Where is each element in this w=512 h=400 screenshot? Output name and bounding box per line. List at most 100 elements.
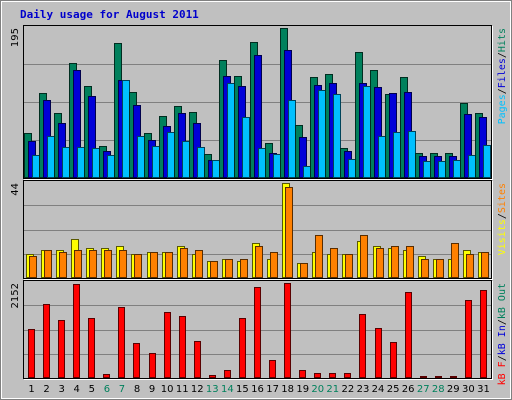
legend-entry: kB F [497,361,508,385]
bar-pages-day-9 [152,146,160,178]
bar-sites-day-22 [345,254,353,278]
legend-entry: / [497,213,508,219]
x-tick-label-day-5: 5 [89,384,95,395]
bar-kb-f-day-25 [390,342,397,378]
panel-visits-sites: 44 Visits/Sites [10,180,508,280]
bar-kb-f-day-19 [299,370,306,378]
legend-entry: / [497,88,508,94]
x-tick-label-day-6: 6 [104,384,110,395]
bar-kb-f-day-14 [224,370,231,378]
panel-max-label: 2152 [10,283,21,308]
x-tick-label-day-30: 30 [462,384,475,395]
panel-legend: Visits/Sites [497,183,508,255]
bar-kb-f-day-27 [420,376,427,378]
legend-entry: Pages [497,94,508,124]
x-tick-label-day-13: 13 [206,384,219,395]
x-tick-label-day-4: 4 [74,384,80,395]
legend-entry: Files [497,58,508,88]
x-tick-label-day-28: 28 [432,384,445,395]
panels-layer: 195Pages/Files/Hits44Visits/Sites2152kB … [10,25,508,385]
bar-kb-f-day-4 [73,284,80,378]
bar-sites-day-1 [29,256,37,278]
bar-kb-f-day-12 [194,341,201,378]
bar-sites-day-21 [330,248,338,278]
bar-pages-day-29 [453,160,461,178]
panel-legend: kB F/kB In/kB Out [497,283,508,385]
x-tick-label-day-9: 9 [149,384,155,395]
bar-pages-day-10 [167,132,175,178]
x-tick-label-day-12: 12 [191,384,204,395]
bar-sites-day-8 [134,254,142,278]
bar-kb-f-day-1 [28,329,35,378]
bar-pages-day-19 [303,166,311,178]
bar-pages-day-27 [423,161,431,178]
x-tick-label-day-23: 23 [357,384,370,395]
bar-kb-f-day-16 [254,287,261,378]
bar-pages-day-6 [107,155,115,178]
bar-sites-day-24 [376,248,384,278]
bar-kb-f-day-5 [88,318,95,378]
bar-sites-day-2 [44,250,52,278]
bar-pages-day-11 [182,141,190,178]
bar-pages-day-26 [408,131,416,178]
x-tick-label-day-27: 27 [417,384,430,395]
x-tick-label-day-1: 1 [28,384,34,395]
bar-kb-f-day-6 [103,374,110,378]
x-tick-label-day-21: 21 [326,384,339,395]
bar-pages-day-31 [483,145,491,178]
bar-kb-f-day-9 [149,353,156,378]
bar-pages-day-20 [318,90,326,178]
bar-sites-day-7 [119,250,127,278]
bar-sites-day-27 [421,259,429,278]
bar-pages-day-22 [348,159,356,178]
legend-entry: Visits [497,219,508,255]
legend-entry: Hits [497,28,508,52]
bar-pages-day-7 [122,80,130,178]
bar-sites-day-10 [165,252,173,278]
legend-entry: kB Out [497,283,508,319]
bar-pages-day-15 [242,117,250,178]
bar-sites-day-9 [150,252,158,278]
bar-pages-day-23 [363,86,371,178]
bar-kb-f-day-24 [375,328,382,378]
x-tick-label-day-31: 31 [477,384,490,395]
bar-kb-f-day-29 [450,376,457,378]
bar-sites-day-28 [436,259,444,278]
bar-pages-day-4 [77,147,85,178]
bar-sites-day-23 [360,235,368,278]
bar-kb-f-day-17 [269,360,276,378]
bar-pages-day-8 [137,136,145,178]
bar-pages-day-18 [288,100,296,178]
bar-sites-day-11 [180,248,188,278]
bar-sites-day-26 [406,246,414,278]
bar-kb-f-day-23 [359,314,366,378]
x-tick-label-day-11: 11 [176,384,189,395]
bar-pages-day-21 [333,94,341,178]
bar-sites-day-17 [270,252,278,278]
bar-kb-f-day-28 [435,376,442,378]
bar-kb-f-day-31 [480,290,487,378]
bar-kb-f-day-20 [314,373,321,378]
bar-sites-day-20 [315,235,323,278]
bar-pages-day-28 [438,161,446,178]
bar-pages-day-13 [212,160,220,178]
bar-sites-day-29 [451,243,459,278]
x-tick-label-day-22: 22 [342,384,355,395]
bar-pages-day-25 [393,132,401,178]
x-tick-label-day-7: 7 [119,384,125,395]
x-tick-label-day-18: 18 [281,384,294,395]
bar-sites-day-4 [74,250,82,278]
x-tick-label-day-8: 8 [134,384,140,395]
chart-title: Daily usage for August 2011 [20,8,199,21]
bar-sites-day-30 [466,254,474,278]
bar-kb-f-day-7 [118,307,125,378]
bar-pages-day-17 [273,154,281,178]
bar-sites-day-31 [481,252,489,278]
bar-sites-day-12 [195,250,203,278]
legend-entry: kB In [497,325,508,355]
bar-sites-day-25 [391,246,399,278]
